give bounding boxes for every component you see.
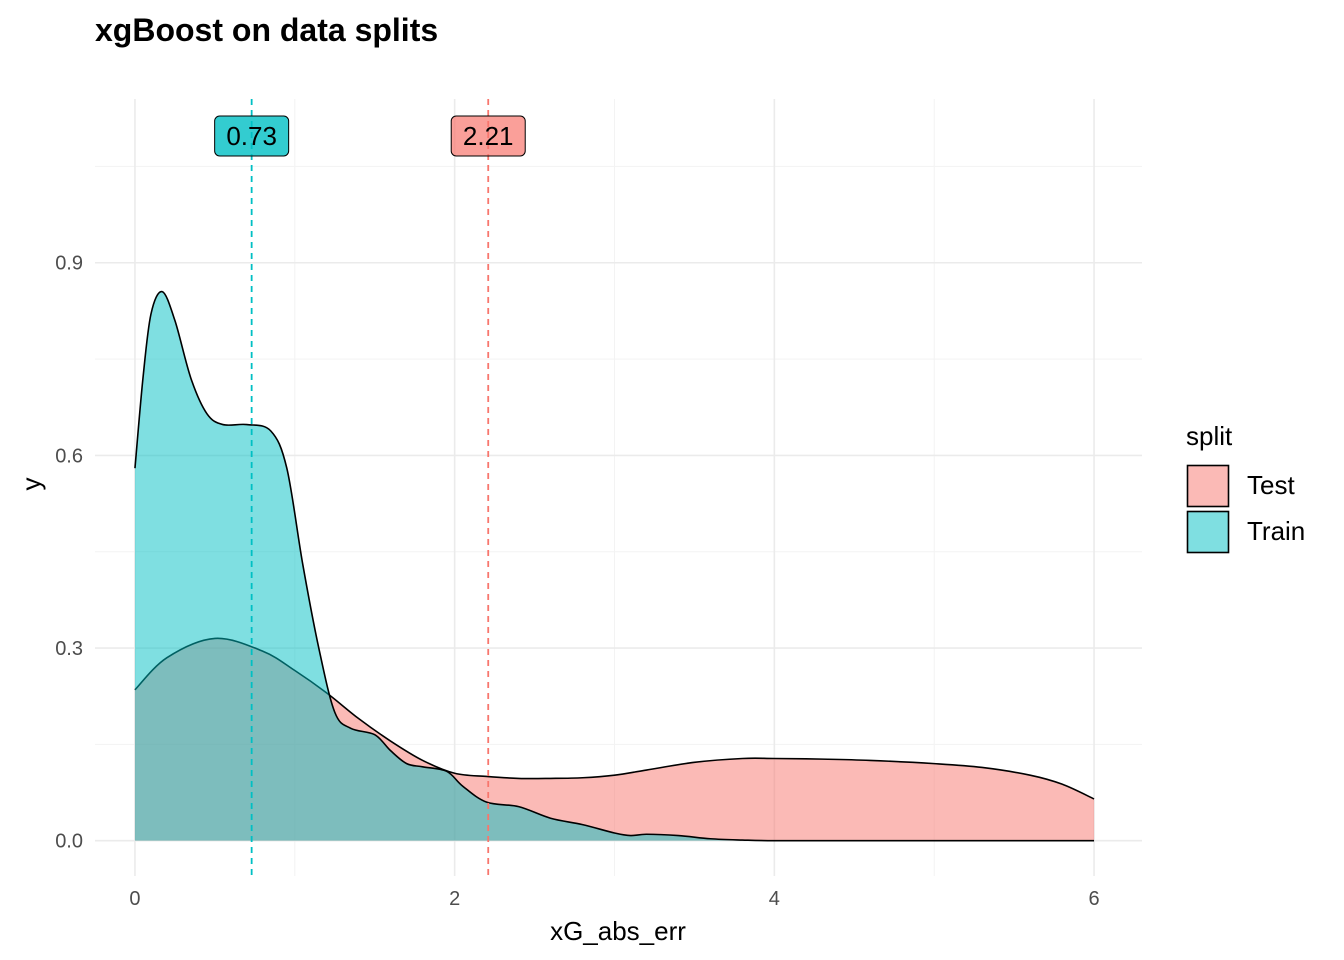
density-outline-train bbox=[134, 290, 1095, 842]
chart-title: xgBoost on data splits bbox=[95, 12, 438, 48]
legend-label-test: Test bbox=[1247, 470, 1295, 500]
x-axis-ticks: 0 2 4 6 bbox=[129, 888, 1099, 910]
density-areas bbox=[134, 290, 1095, 842]
mean-label-box-test bbox=[450, 115, 526, 157]
y-axis-ticks: 0.0 0.3 0.6 0.9 bbox=[55, 253, 83, 853]
x-tick-label: 4 bbox=[769, 888, 780, 910]
grid bbox=[95, 99, 1142, 876]
mean-label-test: 2.21 bbox=[463, 121, 514, 151]
x-tick-label: 6 bbox=[1088, 888, 1099, 910]
mean-label-train: 0.73 bbox=[226, 121, 277, 151]
mean-annotations: 2.21 0.73 bbox=[214, 115, 526, 157]
y-tick-label: 0.9 bbox=[55, 253, 83, 275]
mean-label-box-train bbox=[214, 115, 290, 157]
legend-label-train: Train bbox=[1247, 516, 1305, 546]
y-tick-label: 0.6 bbox=[55, 445, 83, 467]
legend-key-test bbox=[1186, 464, 1230, 508]
y-tick-label: 0.0 bbox=[55, 831, 83, 853]
legend-key-train bbox=[1186, 510, 1230, 554]
x-axis-title: xG_abs_err bbox=[550, 916, 686, 946]
y-axis-title: y bbox=[16, 478, 46, 491]
mean-lines bbox=[250, 99, 490, 876]
x-tick-label: 2 bbox=[449, 888, 460, 910]
legend: split Test Train bbox=[1186, 421, 1305, 554]
x-tick-label: 0 bbox=[129, 888, 140, 910]
density-fill-train bbox=[134, 291, 1095, 841]
y-tick-label: 0.3 bbox=[55, 638, 83, 660]
legend-title: split bbox=[1186, 421, 1233, 451]
